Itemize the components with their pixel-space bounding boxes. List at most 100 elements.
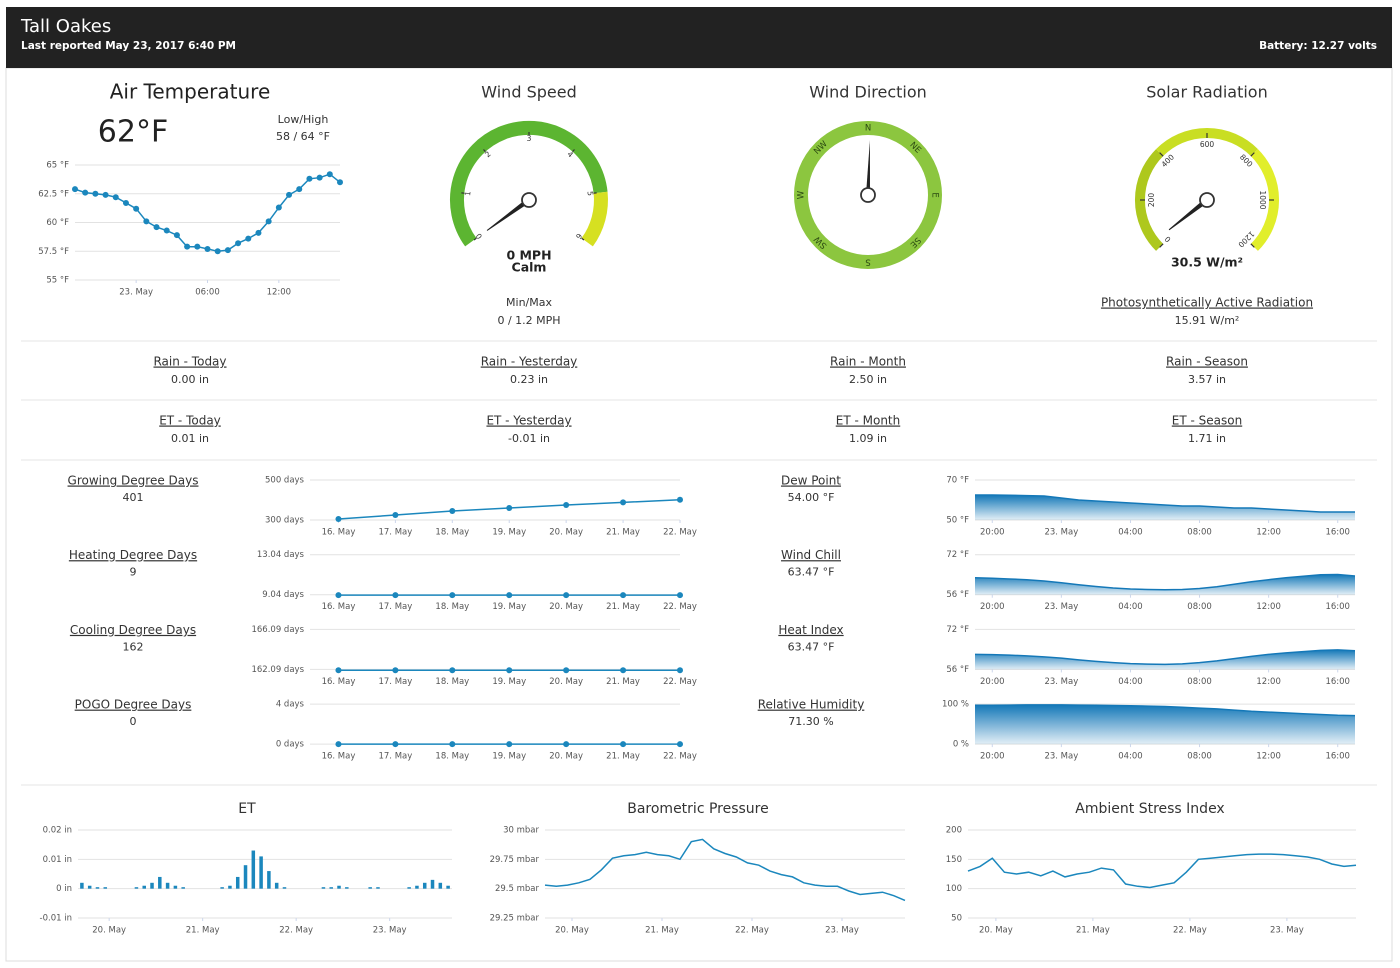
point (255, 229, 262, 236)
par-value: 15.91 W/m² (1175, 314, 1240, 327)
wind-status: Calm (512, 260, 547, 275)
x-tick-label: 21. May (186, 926, 220, 936)
area (975, 649, 1355, 670)
x-tick-label: 16. May (322, 602, 356, 612)
line (974, 649, 1356, 666)
point (316, 174, 323, 181)
bar (251, 850, 256, 889)
bar (103, 887, 108, 889)
y-tick-label: 200 (946, 826, 962, 836)
x-tick-label: 22. May (1173, 926, 1207, 936)
bar (243, 865, 248, 889)
x-tick-label: 22. May (663, 752, 697, 762)
point (337, 179, 343, 186)
point (563, 502, 570, 508)
point (102, 191, 109, 198)
bar (158, 876, 162, 889)
point (306, 175, 313, 182)
y-tick-label: 100 (946, 884, 962, 894)
bar (142, 885, 146, 889)
gauge-tick (473, 237, 477, 241)
bar (368, 887, 372, 889)
bar (415, 885, 419, 889)
point (449, 592, 456, 599)
last-reported: Last reported May 23, 2017 6:40 PM (21, 40, 236, 52)
point (194, 243, 201, 250)
bar (80, 882, 84, 889)
gauge-tick (1159, 152, 1164, 157)
gauge-value: 0 MPH (506, 248, 551, 263)
x-tick-label: 22. May (663, 528, 697, 538)
metric-label: Growing Degree Days (68, 474, 199, 488)
compass-label: S (865, 257, 870, 267)
x-tick-label: 12:00 (1256, 528, 1281, 538)
y-tick-label: 70 °F (946, 476, 969, 486)
chart-title: Ambient Stress Index (1075, 801, 1224, 817)
point (620, 667, 627, 674)
point (392, 592, 399, 599)
x-tick-label: 23. May (1044, 752, 1078, 762)
metric-label: Rain - Today (153, 355, 226, 369)
x-tick-label: 19. May (492, 602, 526, 612)
panel-title: Wind Speed (481, 83, 576, 102)
y-tick-label: 56 °F (946, 590, 969, 600)
metric-label: ET - Month (836, 414, 900, 428)
x-tick-label: 21. May (606, 752, 640, 762)
x-tick-label: 21. May (645, 926, 679, 936)
x-tick-label: 12:00 (267, 288, 292, 298)
point (392, 741, 399, 748)
point (677, 741, 683, 748)
gauge-tick-label: 6 (574, 232, 584, 241)
bar (321, 887, 326, 889)
point (620, 741, 627, 748)
bar (337, 885, 341, 889)
metric-value: 63.47 °F (788, 566, 835, 579)
metric-value: 2.50 in (849, 373, 887, 386)
chart-title: ET (238, 801, 256, 817)
bar (220, 887, 224, 889)
point (335, 667, 342, 674)
point (563, 667, 570, 674)
x-tick-label: 12:00 (1256, 677, 1281, 687)
station-name: Tall Oakes (20, 16, 111, 37)
bar (228, 885, 232, 889)
low-high-label: Low/High (278, 113, 329, 126)
bar (407, 887, 411, 889)
point (112, 194, 119, 201)
compass-hub (860, 187, 876, 203)
y-tick-label: 162.09 days (251, 665, 304, 675)
x-tick-label: 16:00 (1325, 677, 1350, 687)
metric-label: Relative Humidity (758, 698, 865, 712)
bar (95, 887, 100, 889)
x-tick-label: 12:00 (1256, 602, 1281, 612)
point (335, 516, 342, 522)
metric-value: 0.23 in (510, 373, 548, 386)
metric-value: 0 (130, 715, 137, 728)
metric-value: 0.00 in (171, 373, 209, 386)
point (326, 171, 333, 178)
x-tick-label: 19. May (492, 528, 526, 538)
point (173, 232, 180, 239)
gauge-tick (1250, 152, 1255, 157)
x-tick-label: 16:00 (1325, 528, 1350, 538)
x-tick-label: 04:00 (1118, 752, 1143, 762)
temperature-value: 62°F (98, 115, 168, 150)
point (392, 512, 399, 518)
par-label: Photosynthetically Active Radiation (1101, 296, 1313, 310)
point (286, 191, 293, 198)
gauge-tick-label: 4 (565, 149, 575, 159)
point (143, 218, 150, 225)
y-tick-label: 29.75 mbar (490, 855, 540, 865)
line (544, 838, 906, 902)
x-tick-label: 23. May (1044, 528, 1078, 538)
bar (274, 882, 279, 889)
point (204, 245, 211, 252)
x-tick-label: 23. May (1044, 602, 1078, 612)
x-tick-label: 18. May (435, 602, 469, 612)
bar (329, 887, 333, 889)
x-tick-label: 22. May (663, 602, 697, 612)
bar (165, 882, 170, 889)
x-tick-label: 17. May (378, 602, 412, 612)
x-tick-label: 08:00 (1187, 528, 1212, 538)
